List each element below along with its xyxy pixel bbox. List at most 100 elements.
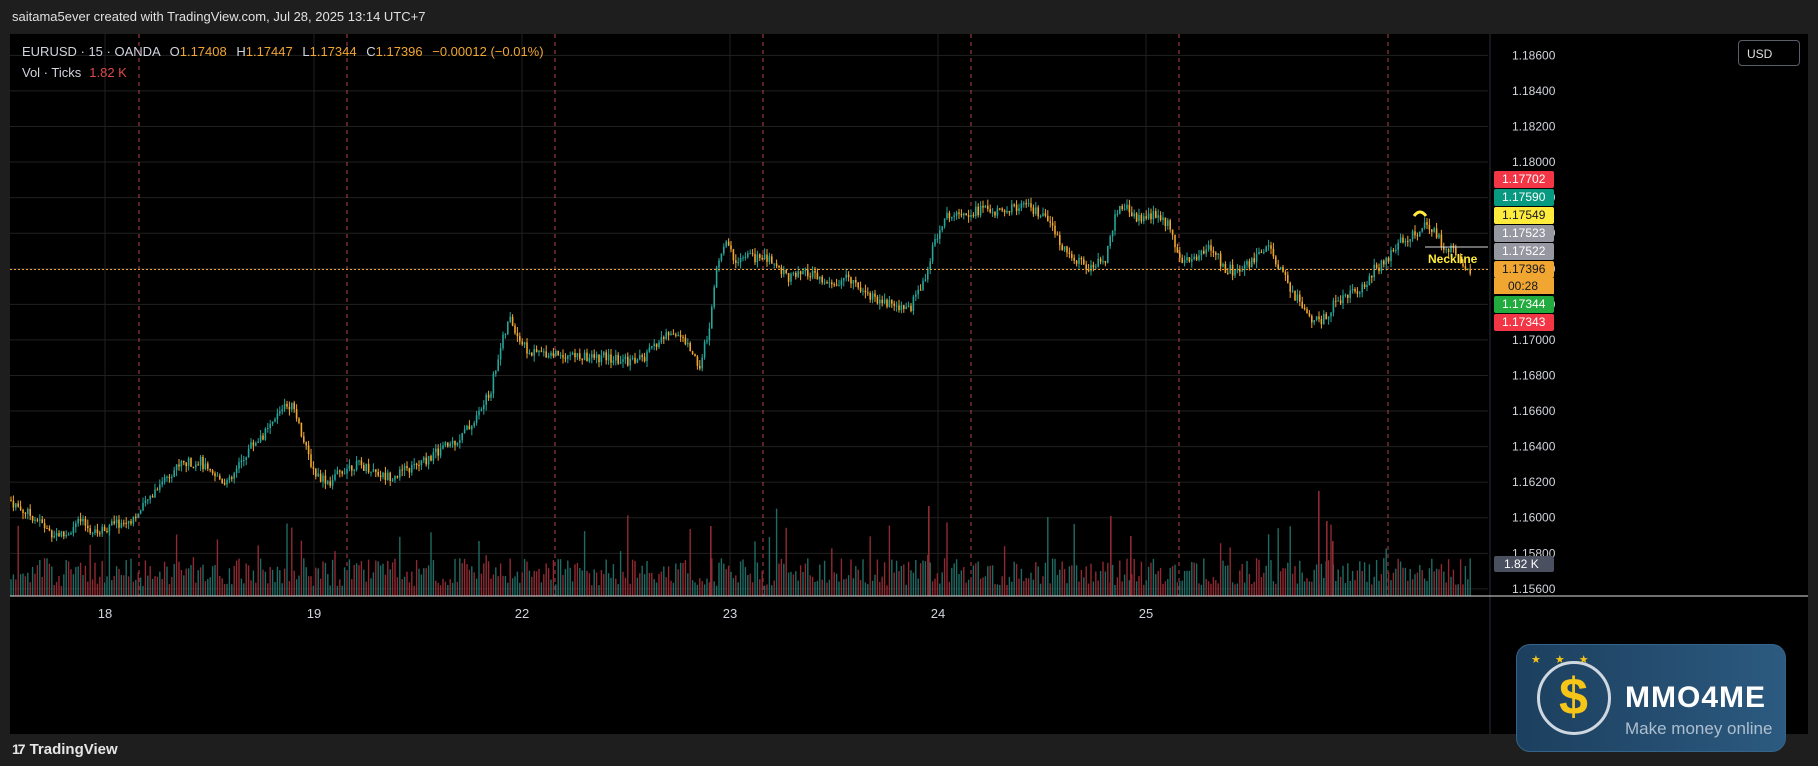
candle-body <box>10 499 12 501</box>
candle-body <box>1325 313 1327 320</box>
volume-bar <box>797 580 799 596</box>
volume-bar <box>963 567 965 596</box>
volume-bar <box>55 581 58 596</box>
volume-bar <box>1385 548 1387 596</box>
candle-body <box>343 473 346 475</box>
volume-bar <box>1212 577 1215 596</box>
volume-bar <box>876 559 879 596</box>
tradingview-logo[interactable]: 17 TradingView <box>12 741 118 758</box>
volume-bar <box>442 578 444 596</box>
candle-body <box>276 413 279 420</box>
volume-bar <box>48 563 51 596</box>
candle-body <box>197 464 199 466</box>
volume-bar <box>276 566 279 596</box>
candle-body <box>1107 246 1109 263</box>
volume-bar <box>216 539 219 596</box>
candle-body <box>1224 263 1227 273</box>
candle-body <box>1023 203 1025 205</box>
candlestick-chart[interactable]: Neckline 1.18600 1.18400 1.18200 1.18000 1.1… <box>10 34 1808 734</box>
volume-bar <box>209 577 211 596</box>
volume-bar <box>958 574 960 596</box>
volume-bar <box>1313 569 1315 596</box>
volume-bar <box>1375 560 1378 596</box>
volume-bar <box>499 563 502 596</box>
candle-body <box>552 352 555 356</box>
volume-bar <box>1054 558 1056 596</box>
volume-bar <box>1467 579 1469 596</box>
candle-body <box>444 442 447 446</box>
candle-body <box>267 427 269 429</box>
candle-body <box>454 440 456 446</box>
volume-bar <box>511 578 514 596</box>
candle-body <box>701 357 703 369</box>
dollar-icon: $ <box>1559 668 1588 726</box>
volume-bar <box>1056 575 1059 596</box>
candle-body <box>427 455 430 465</box>
volume-bar <box>1303 581 1306 596</box>
candle-body <box>579 353 581 359</box>
candle-body <box>987 205 989 209</box>
volume-label[interactable]: Vol · Ticks <box>22 65 82 80</box>
candle-body <box>1097 258 1099 267</box>
volume-bar <box>1315 564 1318 596</box>
volume-bar <box>214 564 216 596</box>
volume-bar <box>648 572 651 596</box>
candle-body <box>372 469 375 472</box>
volume-bar <box>727 565 730 596</box>
volume-bar <box>1356 570 1359 596</box>
volume-bar <box>120 575 123 596</box>
volume-bar <box>468 569 471 596</box>
volume-bar <box>1414 574 1416 596</box>
volume-bar <box>1423 578 1426 596</box>
volume-bar <box>391 562 394 596</box>
candle-body <box>475 415 478 423</box>
volume-bar <box>19 574 22 596</box>
volume-bar <box>502 575 504 596</box>
candle-body <box>946 212 948 219</box>
volume-bar <box>622 571 624 596</box>
volume-bar <box>576 562 579 596</box>
volume-bar <box>125 560 127 596</box>
volume-bar <box>171 577 173 596</box>
candle-body <box>1414 231 1416 236</box>
candle-body <box>485 394 487 406</box>
candle-body <box>1078 257 1080 264</box>
volume-bar <box>127 576 130 596</box>
candle-body <box>1303 307 1306 310</box>
candle-body <box>1219 253 1222 267</box>
x-tick-label: 23 <box>723 606 737 621</box>
symbol-label[interactable]: EURUSD · 15 · OANDA <box>22 44 160 59</box>
candle-body <box>634 357 636 363</box>
candle-body <box>622 359 624 362</box>
volume-bar <box>977 561 979 596</box>
volume-bar <box>1200 584 1203 596</box>
candle-body <box>1135 213 1138 222</box>
volume-bars <box>10 491 1471 596</box>
candle-body <box>562 355 564 358</box>
candle-body <box>63 531 65 537</box>
candle-body <box>329 481 331 486</box>
volume-bar <box>855 566 857 596</box>
volume-bar <box>514 576 516 596</box>
candle-body <box>535 349 538 353</box>
candle-body <box>1404 241 1407 243</box>
candle-body <box>82 518 84 522</box>
candle-body <box>353 469 355 471</box>
candle-body <box>1469 269 1471 274</box>
volume-bar <box>106 576 108 596</box>
candle-body <box>816 272 819 280</box>
candle-body <box>1123 208 1126 210</box>
candle-body <box>1044 213 1047 216</box>
volume-bar <box>951 567 953 596</box>
candle-body <box>1258 252 1260 255</box>
candle-body <box>228 477 231 481</box>
volume-bar <box>1359 561 1361 596</box>
volume-bar <box>353 564 355 596</box>
volume-bar <box>1193 562 1195 596</box>
candle-body <box>322 475 324 482</box>
volume-bar <box>552 560 555 596</box>
candle-body <box>1443 246 1445 250</box>
candle-body <box>653 343 655 347</box>
currency-button[interactable]: USD <box>1738 40 1800 66</box>
candle-body <box>811 270 814 278</box>
